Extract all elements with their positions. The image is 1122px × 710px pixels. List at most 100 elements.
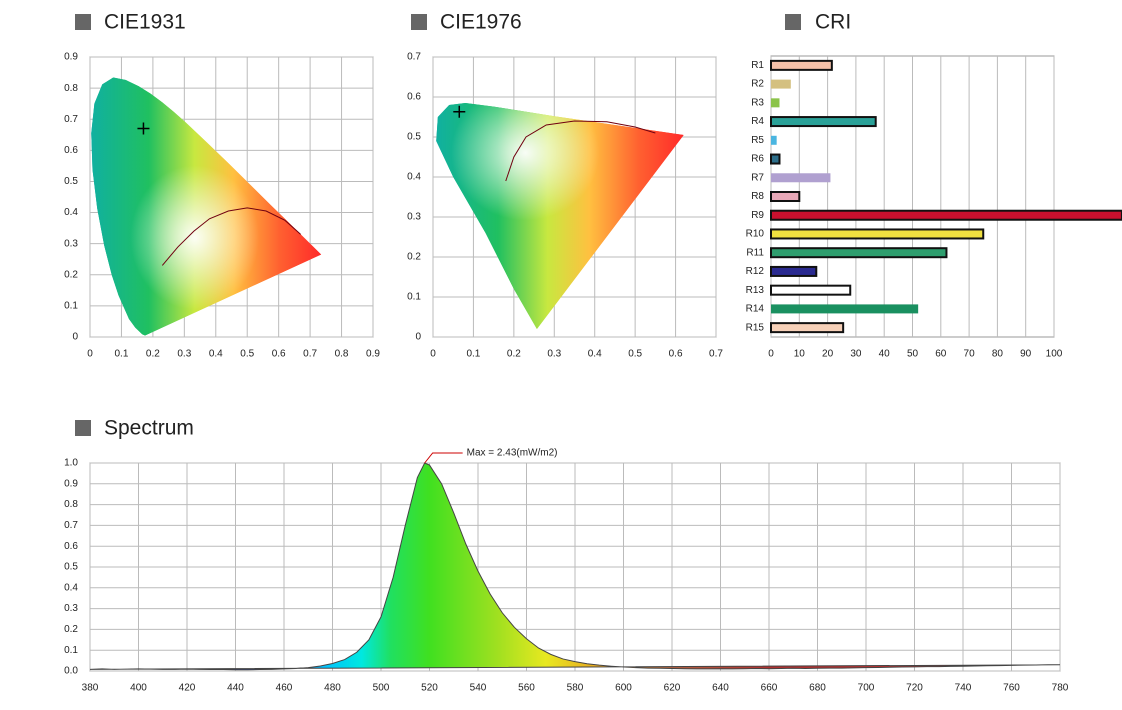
annotation-leader [424,452,463,464]
y-tick-label: 0.4 [407,172,421,183]
x-tick-label: 540 [470,683,487,694]
x-tick-label: 500 [373,683,390,694]
x-tick-label: 420 [179,683,196,694]
x-tick-label: 480 [324,683,341,694]
x-tick-label: 0.4 [209,349,223,360]
annotation: Max = 2.43(mW/m2) [467,448,558,459]
title-marker [411,14,427,30]
y-tick-label: 0.8 [64,83,78,94]
foreground-layer: CIE1931 0 0.1 0.2 0.3 0.4 0.5 0.6 0.7 0.8 0.9 0 0.1 0… [64,11,1122,694]
category-label: R9 [751,210,764,221]
y-tick-label: 0.6 [64,541,78,552]
chart-title: CIE1931 [104,11,186,34]
x-tick-label: 50 [907,349,919,360]
x-tick-label: 580 [567,683,584,694]
y-tick-label: 0.3 [64,603,78,614]
y-tick-label: 0.5 [407,132,421,143]
x-tick-label: 620 [664,683,681,694]
x-tick-label: 700 [858,683,875,694]
y-tick-label: 0 [72,332,78,343]
cri-bar [770,284,852,296]
cri-bar [770,191,801,202]
x-tick-label: 440 [227,683,244,694]
category-label: R5 [751,135,764,146]
x-tick-label: 0.7 [709,349,723,360]
grid-layer [89,55,1061,672]
x-tick-label: 600 [615,683,632,694]
category-label: R3 [751,97,764,108]
cri-bar [771,304,919,314]
cri-bar [770,209,1122,221]
x-tick-label: 0.9 [366,349,380,360]
x-tick-label: 740 [955,683,972,694]
category-label: R7 [751,172,764,183]
cri-bar [771,79,791,89]
x-tick-label: 0.2 [146,349,160,360]
x-tick-label: 460 [276,683,293,694]
y-tick-label: 0.1 [407,292,421,303]
title-marker [785,14,801,30]
category-label: R4 [751,116,764,127]
x-tick-label: 0.3 [177,349,191,360]
x-tick-label: 400 [130,683,147,694]
x-tick-label: 520 [421,683,438,694]
y-tick-label: 0.5 [64,176,78,187]
x-tick-label: 560 [518,683,535,694]
y-tick-label: 0.7 [407,52,421,63]
y-tick-label: 0.9 [64,478,78,489]
y-tick-label: 0.4 [64,207,78,218]
cri-bar [771,135,777,145]
cie1931-gamut [91,78,321,336]
chart-title: CIE1976 [440,11,522,34]
cie1976-gamut [436,103,683,330]
x-tick-label: 0.1 [466,349,480,360]
x-tick-label: 60 [935,349,947,360]
category-label: R6 [751,154,764,165]
x-tick-label: 80 [992,349,1004,360]
x-tick-label: 0.7 [303,349,317,360]
y-tick-label: 0.6 [64,145,78,156]
spectrum-area [89,462,1061,671]
y-tick-label: 1.0 [64,458,78,469]
x-tick-label: 0.2 [507,349,521,360]
x-tick-label: 380 [82,683,99,694]
category-label: R1 [751,60,764,71]
x-tick-label: 0 [87,349,93,360]
y-tick-label: 0.2 [64,624,78,635]
category-label: R14 [746,304,765,315]
y-tick-label: 0.5 [64,562,78,573]
title-marker [75,420,91,436]
y-tick-label: 0.1 [64,645,78,656]
x-tick-label: 0.5 [628,349,642,360]
y-tick-label: 0.0 [64,666,78,677]
cri-bar [770,59,833,71]
cri-bar [771,98,780,108]
title-marker [75,14,91,30]
y-tick-label: 0.3 [407,212,421,223]
x-tick-label: 70 [964,349,976,360]
chromaticity-point [137,122,150,135]
cri-bar [770,153,781,165]
y-tick-label: 0.7 [64,114,78,125]
x-tick-label: 0.5 [240,349,254,360]
x-tick-label: 0.6 [272,349,286,360]
y-tick-label: 0.2 [64,269,78,280]
x-tick-label: 640 [712,683,729,694]
x-tick-label: 20 [822,349,834,360]
cri-bar [770,116,877,128]
y-tick-label: 0.7 [64,520,78,531]
y-tick-label: 0 [415,332,421,343]
x-tick-label: 660 [761,683,778,694]
x-tick-label: 720 [906,683,923,694]
category-label: R11 [746,247,764,258]
category-label: R15 [746,322,765,333]
cri-bar [770,265,818,277]
x-tick-label: 30 [850,349,862,360]
category-label: R13 [746,285,765,296]
chromaticity-point [453,105,466,118]
category-label: R12 [746,266,765,277]
category-label: R10 [746,229,765,240]
cri-bar [770,247,948,259]
category-label: R2 [751,79,764,90]
